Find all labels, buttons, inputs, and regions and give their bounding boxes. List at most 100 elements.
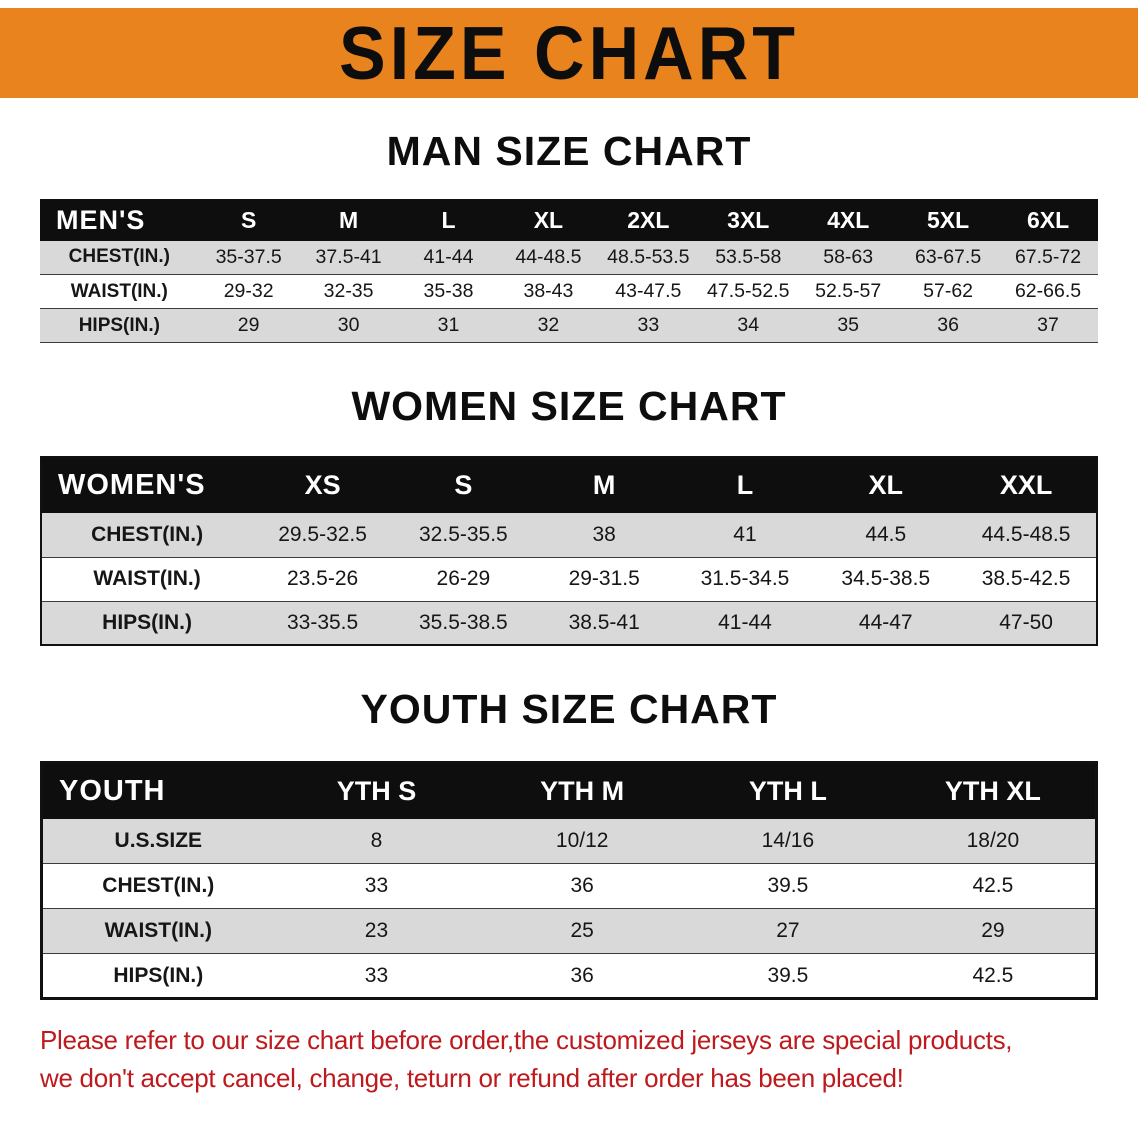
women-section-title: WOMEN SIZE CHART xyxy=(351,383,787,430)
size-column-header: S xyxy=(198,199,299,241)
row-label: WAIST(IN.) xyxy=(104,919,212,943)
disclaimer-text: Please refer to our size chart before or… xyxy=(40,1022,1118,1097)
size-value: 36 xyxy=(570,874,594,898)
measurement-row: HIPS(IN.) 33-35.5 35.5-38.5 38.5-41 41-44 44-… xyxy=(41,601,1097,646)
size-value: 42.5 xyxy=(972,874,1014,898)
size-value: 32 xyxy=(537,314,560,337)
man-section-title: MAN SIZE CHART xyxy=(386,128,752,174)
womens-table-head: WOMEN'S XS S M L XL XXL xyxy=(41,457,1097,514)
size-value: 44-48.5 xyxy=(515,245,582,268)
size-column-header: L xyxy=(398,199,499,241)
size-column-header: 6XL xyxy=(998,199,1098,241)
size-column-header: 5XL xyxy=(898,199,999,241)
size-value: 33 xyxy=(637,314,660,337)
size-value: 38 xyxy=(592,523,616,547)
measurement-row: HIPS(IN.) 33 36 39.5 42.5 xyxy=(41,954,1097,999)
row-label: CHEST(IN.) xyxy=(91,523,204,547)
size-value: 32-35 xyxy=(323,280,374,303)
mens-table-head: MEN'S S M L XL 2XL 3XL 4XL 5XL 6XL xyxy=(40,199,1098,241)
size-value: 43-47.5 xyxy=(615,280,682,303)
size-value: 35 xyxy=(837,314,860,337)
table-corner-label: YOUTH xyxy=(41,762,274,819)
measurement-row: HIPS(IN.) 29 30 31 32 33 34 35 36 37 xyxy=(40,308,1098,343)
youth-size-table: YOUTH YTH S YTH M YTH L YTH XL U.S.SIZE 8 10/1… xyxy=(40,761,1098,1001)
size-value: 57-62 xyxy=(923,280,974,303)
size-column-header: XL xyxy=(498,199,599,241)
size-value: 37 xyxy=(1037,314,1059,337)
size-column-header: YTH L xyxy=(685,762,891,819)
size-column-header: M xyxy=(298,199,399,241)
youth-section-title: YOUTH SIZE CHART xyxy=(360,686,778,733)
womens-table-body: CHEST(IN.) 29.5-32.5 32.5-35.5 38 41 44.5 44.5… xyxy=(41,513,1097,646)
womens-header-row: WOMEN'S XS S M L XL XXL xyxy=(41,457,1097,514)
size-value: 34 xyxy=(737,314,760,337)
size-column-header: XS xyxy=(252,457,393,514)
size-value: 29.5-32.5 xyxy=(278,523,367,547)
size-value: 33-35.5 xyxy=(286,611,359,635)
size-value: 36 xyxy=(937,314,959,337)
size-value: 31.5-34.5 xyxy=(700,567,790,591)
size-value: 63-67.5 xyxy=(915,245,982,268)
size-value: 14/16 xyxy=(761,829,815,853)
mens-table-body: CHEST(IN.) 35-37.5 37.5-41 41-44 44-48.5 48.5… xyxy=(40,240,1098,343)
size-value: 41-44 xyxy=(718,611,772,635)
measurement-row: CHEST(IN.) 33 36 39.5 42.5 xyxy=(41,864,1097,909)
size-column-header: S xyxy=(392,457,534,514)
size-value: 67.5-72 xyxy=(1014,245,1082,268)
size-value: 58-63 xyxy=(823,245,874,268)
size-value: 53.5-58 xyxy=(715,245,782,268)
man-size-chart-section: MAN SIZE CHART MEN'S S M L XL 2XL 3XL 4XL 5XL 6XL… xyxy=(0,128,1138,344)
size-column-header: L xyxy=(674,457,816,514)
size-value: 52.5-57 xyxy=(815,280,882,303)
size-value: 29-31.5 xyxy=(568,567,640,591)
size-value: 62-66.5 xyxy=(1014,280,1082,303)
youth-size-chart-section: YOUTH SIZE CHART YOUTH YTH S YTH M YTH L YTH… xyxy=(0,686,1138,1001)
size-column-header: YTH S xyxy=(273,762,480,819)
row-label: HIPS(IN.) xyxy=(78,314,160,336)
youth-table-head: YOUTH YTH S YTH M YTH L YTH XL xyxy=(41,762,1097,819)
size-value: 38.5-42.5 xyxy=(981,567,1071,591)
size-value: 23.5-26 xyxy=(286,567,359,591)
size-value: 44.5 xyxy=(865,523,907,547)
measurement-row: WAIST(IN.) 23 25 27 29 xyxy=(41,908,1097,954)
size-value: 8 xyxy=(370,829,383,853)
size-column-header: YTH M xyxy=(479,762,686,819)
size-value: 26-29 xyxy=(436,567,491,591)
row-label: U.S.SIZE xyxy=(114,829,203,853)
size-value: 41 xyxy=(733,523,757,547)
size-value: 44-47 xyxy=(858,611,913,635)
size-column-header: 3XL xyxy=(698,199,799,241)
size-value: 31 xyxy=(437,314,460,337)
size-column-header: 4XL xyxy=(798,199,899,241)
size-value: 29 xyxy=(981,919,1005,943)
row-label: CHEST(IN.) xyxy=(102,874,215,898)
size-value: 33 xyxy=(364,874,389,898)
size-column-header: XL xyxy=(815,457,957,514)
size-value: 42.5 xyxy=(972,963,1014,987)
size-column-header: M xyxy=(533,457,675,514)
row-label: HIPS(IN.) xyxy=(102,611,193,635)
size-value: 35.5-38.5 xyxy=(419,611,508,635)
disclaimer-line-2: we don't accept cancel, change, teturn o… xyxy=(40,1063,904,1094)
women-size-chart-section: WOMEN SIZE CHART WOMEN'S XS S M L XL XXL CHEST… xyxy=(0,383,1138,647)
table-corner-label: MEN'S xyxy=(40,199,199,241)
mens-header-row: MEN'S S M L XL 2XL 3XL 4XL 5XL 6XL xyxy=(40,199,1098,241)
banner-title: SIZE CHART xyxy=(339,10,799,96)
table-corner-label: WOMEN'S xyxy=(41,457,253,514)
row-label: WAIST(IN.) xyxy=(93,567,201,591)
row-label: HIPS(IN.) xyxy=(113,963,204,987)
mens-size-table: MEN'S S M L XL 2XL 3XL 4XL 5XL 6XL CHEST(IN.) 35-3… xyxy=(40,199,1098,344)
size-value: 27 xyxy=(776,919,800,943)
disclaimer-line-1: Please refer to our size chart before or… xyxy=(40,1025,1013,1056)
size-value: 33 xyxy=(364,963,389,987)
size-value: 29-32 xyxy=(223,280,274,303)
size-value: 48.5-53.5 xyxy=(607,245,690,268)
size-column-header: 2XL xyxy=(598,199,699,241)
size-value: 36 xyxy=(570,963,594,987)
size-value: 38.5-41 xyxy=(568,611,640,635)
size-value: 44.5-48.5 xyxy=(981,523,1071,547)
size-value: 29 xyxy=(237,314,260,337)
measurement-row: CHEST(IN.) 35-37.5 37.5-41 41-44 44-48.5 48.5… xyxy=(40,240,1098,275)
size-value: 35-37.5 xyxy=(215,245,282,268)
size-value: 25 xyxy=(570,919,594,943)
